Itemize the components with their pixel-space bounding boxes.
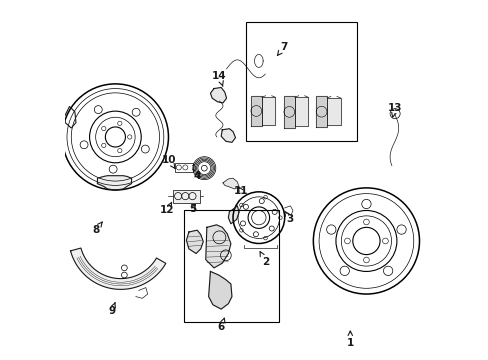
Polygon shape	[223, 178, 239, 189]
Text: 14: 14	[212, 71, 226, 86]
Polygon shape	[316, 96, 326, 127]
Text: 6: 6	[217, 318, 224, 332]
Polygon shape	[97, 176, 131, 190]
Polygon shape	[326, 98, 340, 125]
Polygon shape	[186, 230, 203, 253]
Polygon shape	[250, 96, 262, 126]
Text: 4: 4	[193, 171, 201, 181]
Text: 11: 11	[233, 186, 247, 196]
Polygon shape	[210, 87, 226, 103]
Text: 2: 2	[260, 252, 269, 267]
Bar	[172, 190, 199, 203]
Text: 8: 8	[92, 222, 102, 235]
Text: 3: 3	[284, 211, 293, 224]
Text: 9: 9	[108, 303, 115, 316]
Polygon shape	[64, 107, 76, 128]
Polygon shape	[221, 129, 235, 142]
Polygon shape	[70, 248, 165, 289]
Polygon shape	[205, 225, 230, 268]
Text: 1: 1	[346, 331, 353, 348]
Bar	[174, 163, 192, 172]
Text: 7: 7	[277, 42, 287, 55]
Polygon shape	[294, 97, 308, 126]
Text: 13: 13	[387, 103, 402, 117]
Text: 12: 12	[160, 202, 174, 216]
Bar	[183, 211, 278, 321]
Polygon shape	[284, 96, 294, 128]
Polygon shape	[208, 271, 231, 309]
Bar	[246, 22, 357, 140]
Polygon shape	[228, 206, 239, 224]
Polygon shape	[262, 97, 275, 125]
Text: 10: 10	[162, 155, 176, 168]
Text: 5: 5	[188, 204, 196, 214]
